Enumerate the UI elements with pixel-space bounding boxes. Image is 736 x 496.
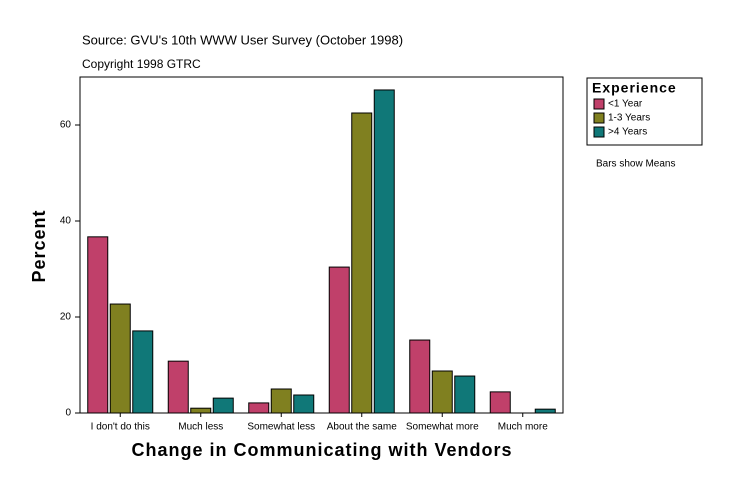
plot-frame xyxy=(79,76,564,414)
x-tick-label: Much more xyxy=(498,422,548,433)
bar xyxy=(248,402,270,414)
y-tick-label: 60 xyxy=(60,120,72,131)
legend-swatch xyxy=(593,126,605,138)
y-tick-label: 0 xyxy=(65,408,71,419)
note: Bars show Means xyxy=(596,159,675,170)
x-tick-label: Somewhat more xyxy=(406,422,479,433)
bar xyxy=(489,391,511,414)
bar xyxy=(270,388,292,414)
legend-box xyxy=(586,77,703,146)
bar xyxy=(132,330,154,414)
legend-swatch xyxy=(593,112,605,124)
bar xyxy=(293,394,315,414)
legend-swatch xyxy=(593,98,605,110)
x-tick-label: I don't do this xyxy=(91,422,150,433)
y-tick-label: 20 xyxy=(60,312,72,323)
y-axis-title: Percent xyxy=(29,209,49,282)
chart-title: Source: GVU's 10th WWW User Survey (Octo… xyxy=(82,32,403,47)
x-tick-label: Much less xyxy=(178,422,223,433)
bar xyxy=(534,408,556,414)
bar xyxy=(373,89,395,414)
legend-label: >4 Years xyxy=(608,127,647,138)
bar xyxy=(190,407,212,414)
legend-label: <1 Year xyxy=(608,99,643,110)
y-tick-label: 40 xyxy=(60,216,72,227)
x-axis-title: Change in Communicating with Vendors xyxy=(131,440,512,460)
bar xyxy=(167,360,189,414)
bar xyxy=(351,112,373,414)
bar xyxy=(109,303,131,414)
bar xyxy=(431,370,453,414)
bar xyxy=(87,236,109,414)
bar xyxy=(454,375,476,414)
x-tick-label: Somewhat less xyxy=(247,422,315,433)
chart-subtitle: Copyright 1998 GTRC xyxy=(82,57,201,71)
bar xyxy=(212,397,234,414)
bar xyxy=(328,266,350,414)
legend-title: Experience xyxy=(592,80,677,96)
legend-label: 1-3 Years xyxy=(608,113,650,124)
x-tick-label: About the same xyxy=(327,422,397,433)
bar xyxy=(409,339,431,414)
